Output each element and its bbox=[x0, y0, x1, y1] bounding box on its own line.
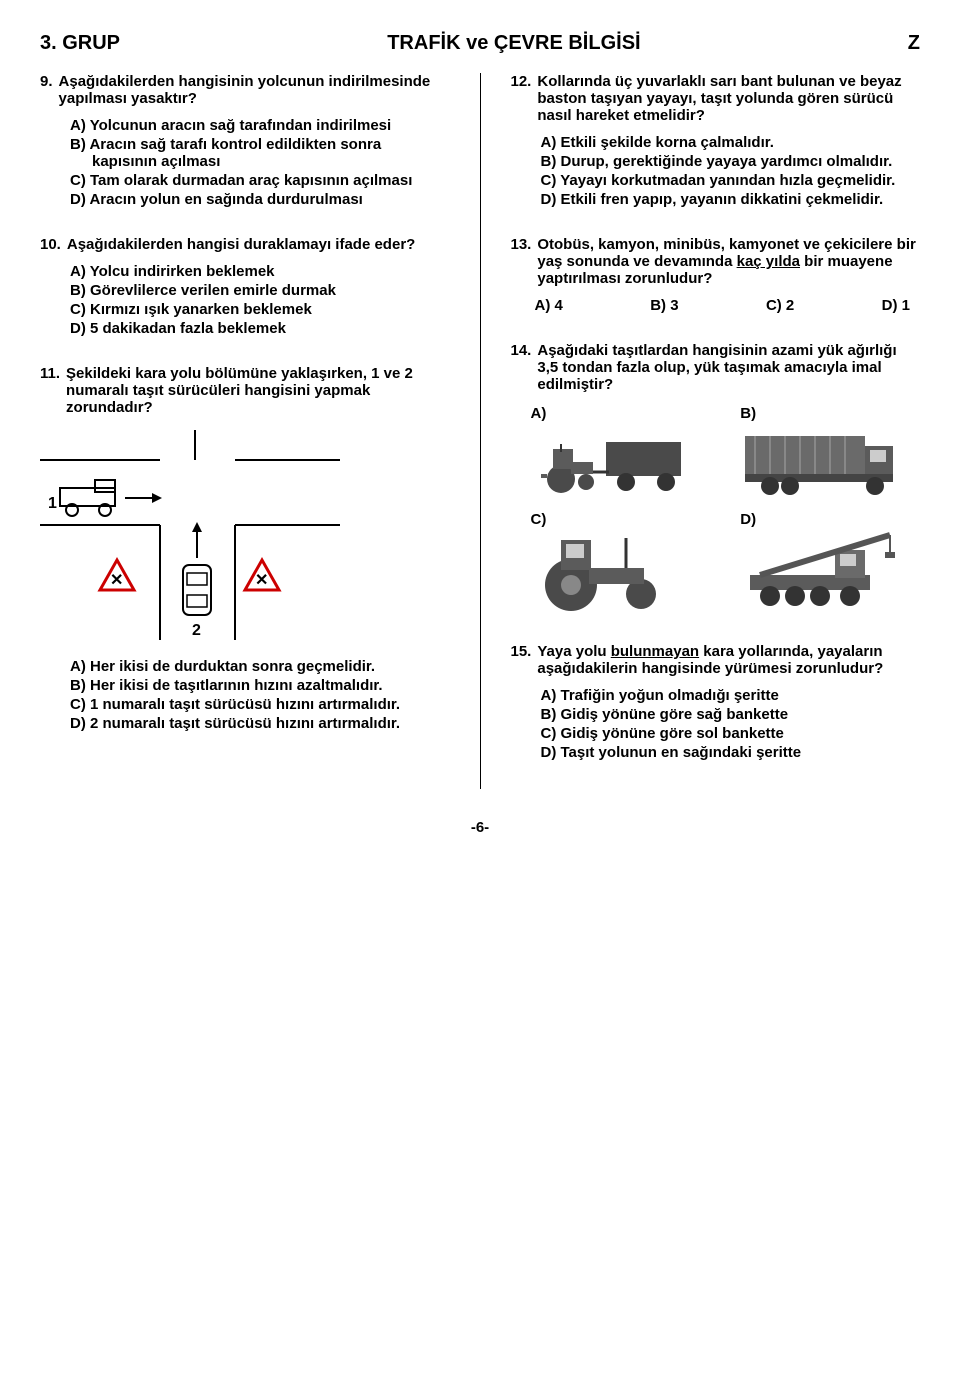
q14-opt-a: A) bbox=[531, 405, 711, 499]
q13-number: 13. bbox=[511, 236, 532, 253]
q10-opt-b: B) Görevlilerce verilen emirle durmak bbox=[64, 282, 450, 299]
label-1: 1 bbox=[48, 495, 57, 512]
q11-opt-c: C) 1 numaralı taşıt sürücüsü hızını artı… bbox=[64, 696, 450, 713]
q12-opt-d: D) Etkili fren yapıp, yayanın dikkatini … bbox=[535, 191, 921, 208]
column-divider bbox=[480, 73, 481, 789]
q9-number: 9. bbox=[40, 73, 53, 90]
content-columns: 9. Aşağıdakilerden hangisinin yolcunun i… bbox=[40, 73, 920, 789]
q13-opt-b: B) 3 bbox=[650, 297, 678, 314]
q9-opt-a: A) Yolcunun aracın sağ tarafından indiri… bbox=[64, 117, 450, 134]
q10-options: A) Yolcu indirirken beklemek B) Görevlil… bbox=[40, 263, 450, 337]
q11-options: A) Her ikisi de durduktan sonra geçmelid… bbox=[40, 658, 450, 732]
svg-text:✕: ✕ bbox=[255, 572, 268, 589]
q14-opt-b: B) bbox=[740, 405, 920, 499]
right-column: 12. Kollarında üç yuvarlaklı sarı bant b… bbox=[511, 73, 921, 789]
question-14: 14. Aşağıdaki taşıtlardan hangisinin aza… bbox=[511, 342, 921, 615]
q10-number: 10. bbox=[40, 236, 61, 253]
q13-text-u: kaç yılda bbox=[737, 253, 800, 270]
header-left: 3. GRUP bbox=[40, 32, 120, 55]
q11-opt-d: D) 2 numaralı taşıt sürücüsü hızını artı… bbox=[64, 715, 450, 732]
warning-sign-left-icon: ✕ bbox=[100, 560, 134, 590]
q15-opt-d: D) Taşıt yolunun en sağındaki şeritte bbox=[535, 744, 921, 761]
q13-opt-c: C) 2 bbox=[766, 297, 794, 314]
left-column: 9. Aşağıdakilerden hangisinin yolcunun i… bbox=[40, 73, 450, 789]
q13-opt-d: D) 1 bbox=[882, 297, 910, 314]
q13-opt-a: A) 4 bbox=[535, 297, 563, 314]
q11-text: Şekildeki kara yolu bölümüne yaklaşırken… bbox=[66, 365, 449, 416]
q14-label-b: B) bbox=[740, 405, 920, 422]
question-9: 9. Aşağıdakilerden hangisinin yolcunun i… bbox=[40, 73, 450, 208]
q11-number: 11. bbox=[40, 365, 60, 382]
page-header: 3. GRUP TRAFİK ve ÇEVRE BİLGİSİ Z bbox=[40, 32, 920, 55]
q9-text: Aşağıdakilerden hangisinin yolcunun indi… bbox=[59, 73, 450, 107]
q10-opt-d: D) 5 dakikadan fazla beklemek bbox=[64, 320, 450, 337]
svg-text:✕: ✕ bbox=[110, 572, 123, 589]
vehicle-1-icon bbox=[60, 480, 115, 516]
q15-text-u: bulunmayan bbox=[611, 643, 699, 660]
question-10: 10. Aşağıdakilerden hangisi duraklamayı … bbox=[40, 236, 450, 337]
label-2: 2 bbox=[192, 622, 201, 639]
tractor-trailer-icon bbox=[531, 424, 691, 494]
q11-figure: ✕ ✕ 1 2 bbox=[40, 430, 450, 644]
q14-label-d: D) bbox=[740, 511, 920, 528]
q11-opt-a: A) Her ikisi de durduktan sonra geçmelid… bbox=[64, 658, 450, 675]
q14-number: 14. bbox=[511, 342, 532, 359]
intersection-diagram: ✕ ✕ 1 2 bbox=[40, 430, 340, 640]
q14-text: Aşağıdaki taşıtlardan hangisinin azami y… bbox=[537, 342, 920, 393]
q14-opt-c: C) bbox=[531, 511, 711, 615]
q12-opt-c: C) Yayayı korkutmadan yanından hızla geç… bbox=[535, 172, 921, 189]
question-13: 13. Otobüs, kamyon, minibüs, kamyonet ve… bbox=[511, 236, 921, 314]
question-15: 15. Yaya yolu bulunmayan kara yollarında… bbox=[511, 643, 921, 761]
q9-opt-d: D) Aracın yolun en sağında durdurulması bbox=[64, 191, 450, 208]
header-right: Z bbox=[908, 32, 920, 55]
page-number: -6- bbox=[40, 819, 920, 836]
q10-opt-c: C) Kırmızı ışık yanarken beklemek bbox=[64, 301, 450, 318]
q14-opt-d: D) bbox=[740, 511, 920, 615]
q10-opt-a: A) Yolcu indirirken beklemek bbox=[64, 263, 450, 280]
q10-text: Aşağıdakilerden hangisi duraklamayı ifad… bbox=[67, 236, 415, 253]
q9-opt-c: C) Tam olarak durmadan araç kapısının aç… bbox=[64, 172, 450, 189]
q9-options: A) Yolcunun aracın sağ tarafından indiri… bbox=[40, 117, 450, 208]
question-11: 11. Şekildeki kara yolu bölümüne yaklaşı… bbox=[40, 365, 450, 732]
truck-icon bbox=[740, 424, 900, 499]
header-center: TRAFİK ve ÇEVRE BİLGİSİ bbox=[120, 32, 908, 55]
q11-opt-b: B) Her ikisi de taşıtlarının hızını azal… bbox=[64, 677, 450, 694]
q12-options: A) Etkili şekilde korna çalmalıdır. B) D… bbox=[511, 134, 921, 208]
q12-opt-b: B) Durup, gerektiğinde yayaya yardımcı o… bbox=[535, 153, 921, 170]
warning-sign-right-icon: ✕ bbox=[245, 560, 279, 590]
q15-opt-b: B) Gidiş yönüne göre sağ bankette bbox=[535, 706, 921, 723]
large-tractor-icon bbox=[531, 530, 691, 615]
q15-opt-c: C) Gidiş yönüne göre sol bankette bbox=[535, 725, 921, 742]
q12-text: Kollarında üç yuvarlaklı sarı bant bulun… bbox=[537, 73, 920, 124]
q12-opt-a: A) Etkili şekilde korna çalmalıdır. bbox=[535, 134, 921, 151]
question-12: 12. Kollarında üç yuvarlaklı sarı bant b… bbox=[511, 73, 921, 208]
q15-options: A) Trafiğin yoğun olmadığı şeritte B) Gi… bbox=[511, 687, 921, 761]
crane-truck-icon bbox=[740, 530, 900, 615]
q15-opt-a: A) Trafiğin yoğun olmadığı şeritte bbox=[535, 687, 921, 704]
q15-number: 15. bbox=[511, 643, 532, 660]
q15-text-a: Yaya yolu bbox=[537, 643, 610, 660]
q13-text: Otobüs, kamyon, minibüs, kamyonet ve çek… bbox=[537, 236, 920, 287]
q14-options: A) bbox=[531, 405, 921, 615]
q15-text: Yaya yolu bulunmayan kara yollarında, ya… bbox=[537, 643, 920, 677]
vehicle-2-icon bbox=[183, 565, 211, 615]
q14-label-c: C) bbox=[531, 511, 711, 528]
q13-options: A) 4 B) 3 C) 2 D) 1 bbox=[511, 297, 921, 314]
q9-opt-b: B) Aracın sağ tarafı kontrol edildikten … bbox=[64, 136, 450, 170]
q12-number: 12. bbox=[511, 73, 532, 90]
q14-label-a: A) bbox=[531, 405, 711, 422]
